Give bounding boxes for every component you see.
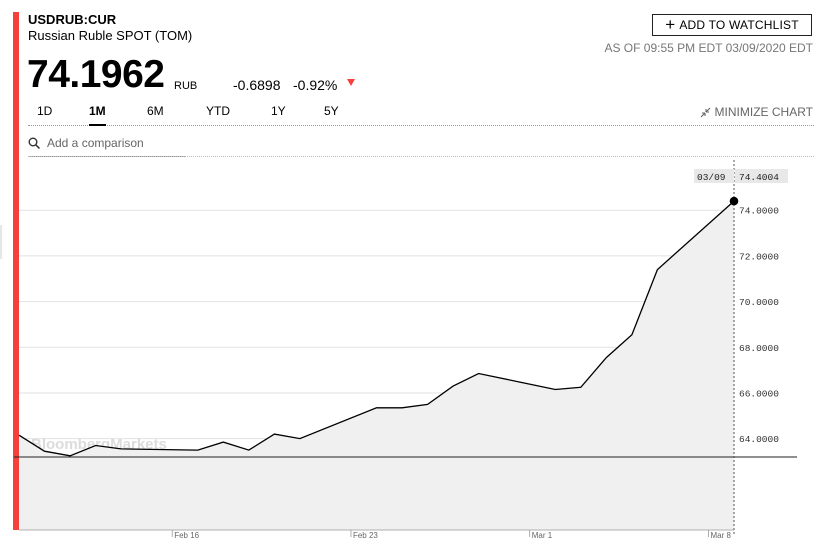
price-currency: RUB bbox=[174, 80, 198, 92]
search-icon bbox=[28, 137, 41, 149]
tab-5y[interactable]: 5Y bbox=[324, 104, 339, 118]
y-tick-label: 68.0000 bbox=[739, 343, 779, 354]
date-label-box bbox=[694, 169, 734, 183]
add-to-watchlist-button[interactable]: + ADD TO WATCHLIST bbox=[652, 14, 812, 36]
tab-1y[interactable]: 1Y bbox=[271, 104, 286, 118]
last-date-label: 03/09 bbox=[697, 172, 726, 183]
x-tick-label: Feb 23 bbox=[353, 531, 378, 540]
minimize-icon bbox=[700, 107, 710, 117]
price-line bbox=[18, 200, 735, 457]
minimize-chart-button[interactable]: MINIMIZE CHART bbox=[700, 105, 813, 119]
last-value-label: 74.4004 bbox=[739, 172, 779, 183]
y-tick-label: 70.0000 bbox=[739, 297, 779, 308]
add-to-watchlist-label: ADD TO WATCHLIST bbox=[679, 18, 799, 32]
as-of-timestamp: AS OF 09:55 PM EDT 03/09/2020 EDT bbox=[604, 41, 813, 55]
price-change: -0.6898 bbox=[233, 77, 281, 93]
y-tick-label: 74.0000 bbox=[739, 206, 779, 217]
x-tick-label: Mar 8 bbox=[710, 531, 731, 540]
tab-1m[interactable]: 1M bbox=[89, 104, 106, 126]
y-tick-label: 72.0000 bbox=[739, 251, 779, 262]
value-label-box bbox=[735, 169, 788, 183]
down-arrow-icon bbox=[347, 79, 355, 86]
comparison-input[interactable] bbox=[47, 136, 177, 150]
instrument-name: Russian Ruble SPOT (TOM) bbox=[28, 28, 193, 43]
plus-icon: + bbox=[665, 14, 676, 34]
price-change-percent: -0.92% bbox=[293, 77, 338, 93]
ticker-symbol: USDRUB:CUR bbox=[28, 12, 117, 27]
last-point-marker bbox=[729, 196, 739, 206]
price-area bbox=[19, 201, 734, 530]
x-tick-label: Mar 1 bbox=[532, 531, 553, 540]
y-tick-label: 64.0000 bbox=[739, 434, 779, 445]
timeframe-tabs: 1D 1M 6M YTD 1Y 5Y bbox=[28, 104, 814, 126]
y-tick-label: 66.0000 bbox=[739, 388, 779, 399]
accent-bar bbox=[13, 12, 19, 530]
tab-6m[interactable]: 6M bbox=[147, 104, 164, 118]
x-tick-label: Feb 16 bbox=[174, 531, 199, 540]
side-edge-marker bbox=[0, 225, 2, 259]
price-value: 74.1962 bbox=[27, 53, 165, 96]
tab-ytd[interactable]: YTD bbox=[206, 104, 230, 118]
comparison-divider bbox=[28, 156, 814, 157]
minimize-chart-label: MINIMIZE CHART bbox=[714, 105, 813, 119]
tab-1d[interactable]: 1D bbox=[37, 104, 53, 118]
